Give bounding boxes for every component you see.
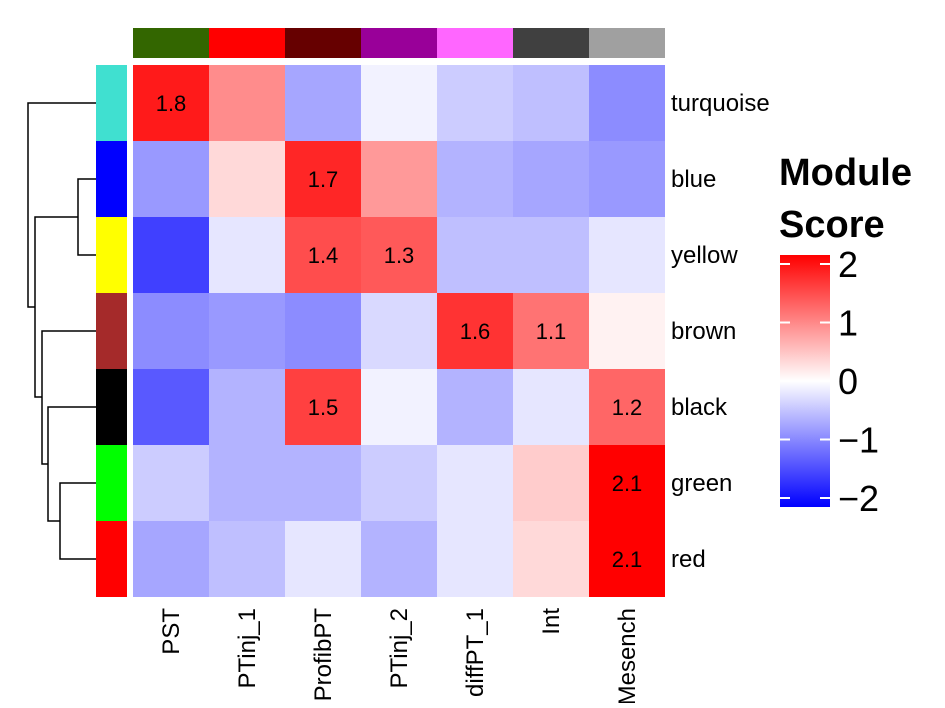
cell xyxy=(589,65,665,141)
cell-label: 2.1 xyxy=(612,471,643,496)
cell xyxy=(513,217,589,293)
cell xyxy=(285,141,361,217)
legend-tick-label: −2 xyxy=(838,478,879,519)
cells xyxy=(133,65,665,597)
dendrogram xyxy=(27,102,96,560)
cell xyxy=(361,369,437,445)
cell xyxy=(361,445,437,521)
cell xyxy=(437,141,513,217)
cell xyxy=(513,65,589,141)
cell xyxy=(589,369,665,445)
row-annotation xyxy=(96,369,127,445)
column-annotation xyxy=(133,28,209,58)
cell xyxy=(285,369,361,445)
cell xyxy=(361,141,437,217)
cell xyxy=(209,445,285,521)
cell xyxy=(133,521,209,597)
column-label: diffPT_1 xyxy=(462,608,489,697)
row-annotation xyxy=(96,141,127,217)
cell-label: 1.4 xyxy=(308,243,339,268)
cell xyxy=(209,521,285,597)
row-label: green xyxy=(671,470,732,497)
cell-label: 1.1 xyxy=(536,319,567,344)
cell xyxy=(285,445,361,521)
legend-tick-label: 0 xyxy=(838,361,858,402)
cell xyxy=(209,369,285,445)
column-label: ProfibPT xyxy=(310,608,337,702)
legend-title: Module xyxy=(779,152,912,194)
cell-label: 1.3 xyxy=(384,243,415,268)
cell xyxy=(361,217,437,293)
row-label: turquoise xyxy=(671,90,770,117)
column-label: PTinj_2 xyxy=(386,608,413,688)
cell xyxy=(133,65,209,141)
cell xyxy=(513,445,589,521)
column-label: PTinj_1 xyxy=(234,608,261,688)
row-label: blue xyxy=(671,166,716,193)
cell-label: 2.1 xyxy=(612,547,643,572)
cell xyxy=(361,293,437,369)
cell xyxy=(361,65,437,141)
row-annotation xyxy=(96,521,127,597)
cell xyxy=(437,293,513,369)
cell xyxy=(133,369,209,445)
column-annotation xyxy=(437,28,513,58)
column-label: Mesench xyxy=(614,608,641,703)
cell xyxy=(437,65,513,141)
cell xyxy=(133,141,209,217)
row-annotation xyxy=(96,293,127,369)
cell xyxy=(209,217,285,293)
cell xyxy=(437,217,513,293)
legend-tick-label: 2 xyxy=(838,244,858,285)
row-label: yellow xyxy=(671,242,738,269)
cell xyxy=(285,521,361,597)
column-annotation xyxy=(589,28,665,58)
cell xyxy=(437,445,513,521)
cell xyxy=(285,293,361,369)
column-annotation xyxy=(513,28,589,58)
cell xyxy=(513,141,589,217)
row-label: black xyxy=(671,394,728,421)
cell-label: 1.2 xyxy=(612,395,643,420)
cell xyxy=(513,521,589,597)
legend-tick-label: −1 xyxy=(838,420,879,461)
cell xyxy=(361,521,437,597)
cell xyxy=(209,65,285,141)
cell xyxy=(133,445,209,521)
row-annotation xyxy=(96,217,127,293)
cell xyxy=(133,217,209,293)
row-annotation xyxy=(96,65,127,141)
cell-label: 1.8 xyxy=(156,91,187,116)
column-label: Int xyxy=(538,608,565,635)
cell xyxy=(513,293,589,369)
cell xyxy=(209,293,285,369)
cell xyxy=(437,369,513,445)
row-annotation xyxy=(96,445,127,521)
row-label: brown xyxy=(671,318,736,345)
cell xyxy=(589,217,665,293)
column-annotation xyxy=(361,28,437,58)
cell xyxy=(589,293,665,369)
column-annotation xyxy=(209,28,285,58)
cell-label: 1.5 xyxy=(308,395,339,420)
legend-title: Score xyxy=(779,204,885,246)
cell xyxy=(133,293,209,369)
cell xyxy=(589,141,665,217)
cell xyxy=(285,217,361,293)
cell-label: 1.7 xyxy=(308,167,339,192)
column-annotation xyxy=(285,28,361,58)
cell xyxy=(589,445,665,521)
cell xyxy=(437,521,513,597)
cell xyxy=(285,65,361,141)
cell xyxy=(513,369,589,445)
legend-tick-label: 1 xyxy=(838,303,858,344)
column-label: PST xyxy=(158,608,185,655)
cell xyxy=(589,521,665,597)
cell-label: 1.6 xyxy=(460,319,491,344)
row-label: red xyxy=(671,546,706,573)
cell xyxy=(209,141,285,217)
